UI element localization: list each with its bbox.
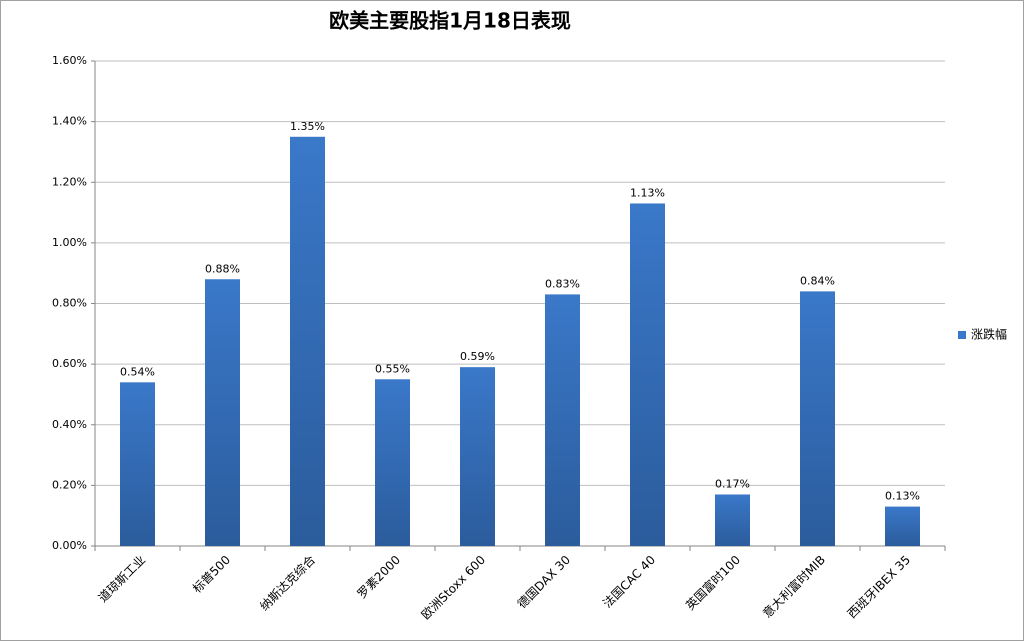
bar — [120, 382, 155, 546]
legend-swatch — [958, 331, 966, 339]
data-label: 0.88% — [205, 262, 240, 275]
bar — [885, 506, 920, 546]
y-tick-label: 1.60% — [52, 54, 87, 67]
data-label: 0.54% — [120, 365, 155, 378]
y-tick-label: 0.40% — [52, 418, 87, 431]
data-label: 0.59% — [460, 350, 495, 363]
data-label: 1.13% — [630, 186, 665, 199]
bar — [715, 494, 750, 546]
y-tick-label: 1.00% — [52, 236, 87, 249]
legend-label: 涨跌幅 — [971, 327, 1007, 342]
y-tick-label: 0.00% — [52, 539, 87, 552]
data-label: 0.55% — [375, 362, 410, 375]
bar — [800, 291, 835, 546]
y-tick-label: 0.20% — [52, 478, 87, 491]
bar — [290, 136, 325, 546]
chart-title: 欧美主要股指1月18日表现 — [329, 9, 571, 33]
y-tick-label: 0.80% — [52, 297, 87, 310]
bar — [205, 279, 240, 546]
data-label: 0.83% — [545, 277, 580, 290]
data-label: 0.13% — [885, 490, 920, 503]
bar — [545, 294, 580, 546]
y-tick-label: 1.40% — [52, 115, 87, 128]
bar — [460, 367, 495, 546]
data-label: 1.35% — [290, 120, 325, 133]
y-tick-label: 1.20% — [52, 175, 87, 188]
data-label: 0.84% — [800, 274, 835, 287]
bar — [630, 203, 665, 546]
bar — [375, 379, 410, 546]
data-label: 0.17% — [715, 477, 750, 490]
y-tick-label: 0.60% — [52, 357, 87, 370]
